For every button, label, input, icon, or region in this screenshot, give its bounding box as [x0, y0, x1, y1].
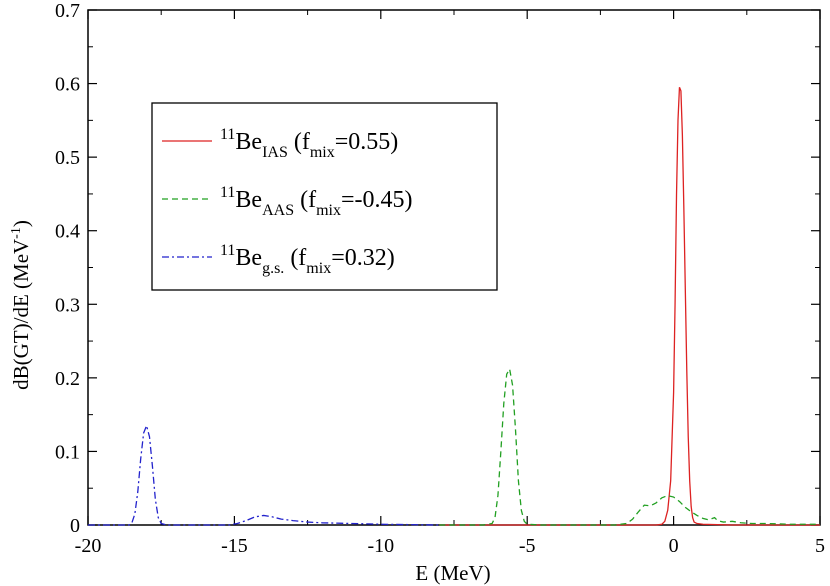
legend-gs-post: =0.32)	[331, 245, 395, 271]
legend-box	[151, 102, 498, 291]
legend-aas-sub2: mix	[316, 202, 341, 219]
legend-ias-post: =0.55)	[335, 129, 399, 155]
x-tick-label: -10	[367, 535, 394, 557]
ticks: -20 -15 -10 -5 0 5 0 0.1 0.2 0.3 0.4 0.5 0.6 0.7	[55, 0, 825, 557]
legend-aas-base: Be	[235, 187, 262, 213]
y-axis-title-close: )	[9, 220, 33, 227]
legend-aas-sup: 11	[220, 184, 235, 201]
series-line-aas	[439, 367, 820, 526]
legend-aas-post: =-0.45)	[341, 187, 413, 213]
series-line-ias	[439, 87, 820, 526]
x-tick-label: -5	[519, 535, 536, 557]
y-tick-label: 0.4	[55, 221, 80, 243]
x-tick-label: 5	[815, 535, 825, 557]
legend-label-ias: 11BeIAS (fmix=0.55)	[220, 126, 398, 161]
legend-label-gs: 11Beg.s. (fmix=0.32)	[220, 242, 395, 277]
series-layer	[88, 87, 820, 526]
y-tick-label: 0.6	[55, 74, 80, 96]
y-tick-label: 0.1	[55, 441, 80, 463]
legend-ias-pre: (f	[288, 129, 310, 155]
series-line-gs	[88, 423, 440, 526]
legend-gs-base: Be	[235, 245, 262, 271]
x-tick-label: -15	[221, 535, 248, 557]
legend-gs-pre: (f	[284, 245, 306, 271]
legend-gs-sub2: mix	[306, 260, 331, 277]
legend-gs-sub: g.s.	[262, 260, 284, 277]
y-axis-title-sup: -1	[9, 227, 24, 239]
y-tick-label: 0.3	[55, 294, 80, 316]
legend: 11BeIAS (fmix=0.55)11BeAAS (fmix=-0.45)1…	[151, 102, 498, 291]
y-axis-title: dB(GT)/dE (MeV-1)	[9, 220, 33, 390]
x-tick-label: 0	[669, 535, 679, 557]
legend-ias-base: Be	[235, 129, 262, 155]
y-tick-label: 0.2	[55, 368, 80, 390]
x-axis-title: E (MeV)	[415, 561, 490, 585]
legend-ias-sup: 11	[220, 126, 235, 143]
legend-label-aas: 11BeAAS (fmix=-0.45)	[220, 184, 413, 219]
y-tick-label: 0.5	[55, 147, 80, 169]
y-axis-title-main: dB(GT)/dE (MeV	[9, 239, 33, 390]
legend-aas-sub: AAS	[262, 202, 294, 219]
legend-ias-sub: IAS	[262, 144, 288, 161]
legend-aas-pre: (f	[294, 187, 316, 213]
x-tick-label: -20	[75, 535, 102, 557]
legend-gs-sup: 11	[220, 242, 235, 259]
y-tick-label: 0.7	[55, 0, 80, 22]
y-tick-label: 0	[70, 515, 80, 537]
legend-ias-sub2: mix	[310, 144, 335, 161]
